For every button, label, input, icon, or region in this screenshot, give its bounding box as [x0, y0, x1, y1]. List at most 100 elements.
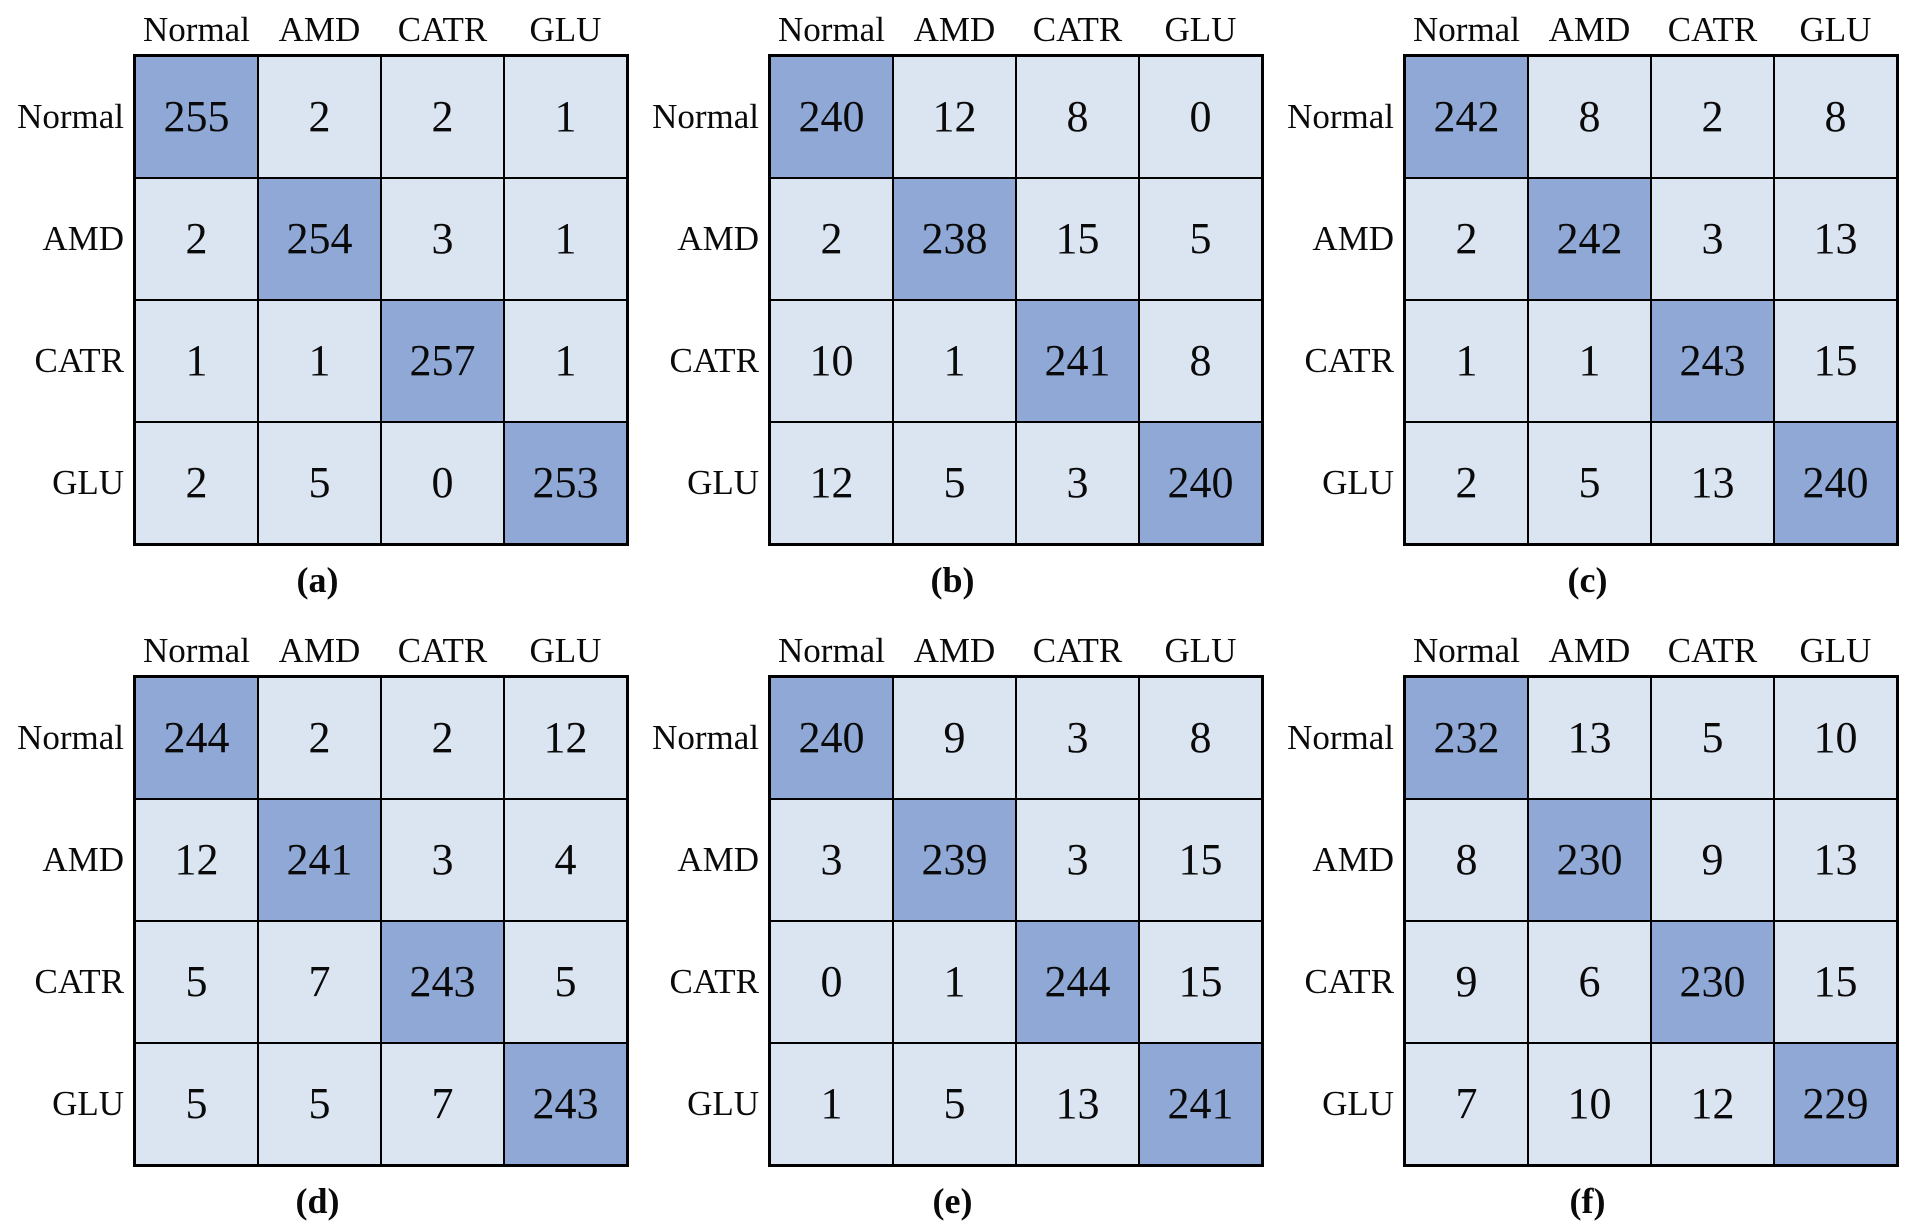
column-header: CATR: [397, 10, 488, 49]
column-header: GLU: [1799, 10, 1872, 49]
matrix-cell: 8: [1140, 678, 1261, 798]
column-header: Normal: [1413, 631, 1520, 670]
matrix-cell: 2: [1652, 57, 1773, 177]
row-header: AMD: [677, 840, 759, 879]
matrix-caption: (a): [296, 560, 339, 600]
matrix-cell: 5: [505, 922, 626, 1042]
matrix-caption: (e): [932, 1181, 973, 1221]
matrix-cell: 1: [894, 301, 1015, 421]
matrix-cell: 3: [1017, 423, 1138, 543]
row-label-column: Normal AMD CATR GLU: [638, 675, 768, 1167]
matrix-cell: 3: [382, 800, 503, 920]
matrix-caption: (f): [1569, 1181, 1606, 1221]
matrix-cell-diagonal: 243: [382, 922, 503, 1042]
matrix-cell: 2: [382, 678, 503, 798]
row-header: CATR: [669, 341, 759, 380]
column-header: Normal: [143, 631, 250, 670]
confusion-matrix-b: Normal AMD CATR GLU Normal AMD CATR GLU 240 12 8 0 2…: [635, 0, 1270, 610]
row-header: Normal: [17, 97, 124, 136]
matrix-cell: 2: [136, 179, 257, 299]
matrix-cell: 10: [1775, 678, 1896, 798]
row-header: AMD: [42, 219, 124, 258]
matrix-cell: 2: [1406, 179, 1527, 299]
matrix-cell: 0: [382, 423, 503, 543]
matrix-grid: 255 2 2 1 2 254 3 1 1 1 257 1 2 5 0 253: [133, 54, 629, 546]
column-header: Normal: [778, 631, 885, 670]
row-header: Normal: [1287, 718, 1394, 757]
matrix-cell: 3: [1017, 800, 1138, 920]
matrix-grid: 242 8 2 8 2 242 3 13 1 1 243 15 2 5 13 240: [1403, 54, 1899, 546]
matrix-grid: 240 12 8 0 2 238 15 5 10 1 241 8 12 5 3 240: [768, 54, 1264, 546]
row-header: Normal: [652, 97, 759, 136]
matrix-cell-diagonal: 242: [1529, 179, 1650, 299]
matrix-cell: 1: [505, 301, 626, 421]
row-label-column: Normal AMD CATR GLU: [3, 675, 133, 1167]
matrix-body: Normal AMD CATR GLU 255 2 2 1 2 254 3 1 1 1 257 1 2 5 0 253: [3, 54, 629, 546]
matrix-cell: 12: [894, 57, 1015, 177]
row-header: CATR: [1304, 962, 1394, 1001]
matrix-cell-diagonal: 242: [1406, 57, 1527, 177]
matrix-cell: 3: [382, 179, 503, 299]
matrix-cell-diagonal: 257: [382, 301, 503, 421]
matrix-grid: 240 9 3 8 3 239 3 15 0 1 244 15 1 5 13 241: [768, 675, 1264, 1167]
matrix-cell-diagonal: 241: [259, 800, 380, 920]
column-header: CATR: [397, 631, 488, 670]
matrix-cell-diagonal: 230: [1652, 922, 1773, 1042]
row-header: GLU: [52, 1084, 124, 1123]
matrix-cell: 8: [1017, 57, 1138, 177]
column-header: GLU: [1799, 631, 1872, 670]
matrix-cell: 3: [1017, 678, 1138, 798]
column-header: GLU: [529, 631, 602, 670]
matrix-cell: 7: [259, 922, 380, 1042]
row-header: CATR: [34, 341, 124, 380]
matrix-cell: 1: [505, 57, 626, 177]
column-header: CATR: [1667, 631, 1758, 670]
matrix-cell: 1: [894, 922, 1015, 1042]
row-header: CATR: [1304, 341, 1394, 380]
matrix-cell: 1: [136, 301, 257, 421]
row-header: AMD: [42, 840, 124, 879]
column-header: Normal: [143, 10, 250, 49]
matrix-cell-diagonal: 239: [894, 800, 1015, 920]
confusion-matrix-a: Normal AMD CATR GLU Normal AMD CATR GLU 255 2 2 1 2 2…: [0, 0, 635, 610]
matrix-caption: (c): [1567, 560, 1608, 600]
row-label-column: Normal AMD CATR GLU: [1273, 675, 1403, 1167]
column-header-row: Normal AMD CATR GLU: [136, 5, 626, 47]
matrix-cell: 4: [505, 800, 626, 920]
matrix-cell-diagonal: 255: [136, 57, 257, 177]
matrix-cell: 9: [1652, 800, 1773, 920]
column-header-row: Normal AMD CATR GLU: [136, 626, 626, 668]
row-label-column: Normal AMD CATR GLU: [1273, 54, 1403, 546]
matrix-cell-diagonal: 243: [505, 1044, 626, 1164]
matrix-body: Normal AMD CATR GLU 240 9 3 8 3 239 3 15 0 1 244 15 1 5 13…: [638, 675, 1264, 1167]
column-header: AMD: [913, 10, 996, 49]
matrix-cell: 5: [1140, 179, 1261, 299]
column-header: GLU: [1164, 10, 1237, 49]
column-header: CATR: [1032, 631, 1123, 670]
matrix-cell: 8: [1406, 800, 1527, 920]
row-header: Normal: [17, 718, 124, 757]
matrix-cell: 5: [259, 1044, 380, 1164]
row-header: GLU: [1322, 463, 1394, 502]
row-label-column: Normal AMD CATR GLU: [3, 54, 133, 546]
matrix-cell: 13: [1775, 800, 1896, 920]
row-header: GLU: [1322, 1084, 1394, 1123]
matrix-cell: 8: [1529, 57, 1650, 177]
column-header: CATR: [1667, 10, 1758, 49]
row-header: GLU: [52, 463, 124, 502]
column-header-row: Normal AMD CATR GLU: [771, 626, 1261, 668]
column-header: GLU: [1164, 631, 1237, 670]
confusion-matrix-e: Normal AMD CATR GLU Normal AMD CATR GLU 240 9 3 8 3 2…: [635, 610, 1270, 1220]
column-header-row: Normal AMD CATR GLU: [1406, 5, 1896, 47]
confusion-matrix-f: Normal AMD CATR GLU Normal AMD CATR GLU 232 13 5 10…: [1270, 610, 1905, 1220]
matrix-cell: 12: [136, 800, 257, 920]
matrix-cell-diagonal: 253: [505, 423, 626, 543]
matrix-cell: 15: [1140, 800, 1261, 920]
matrix-cell: 12: [771, 423, 892, 543]
row-header: CATR: [669, 962, 759, 1001]
matrix-cell: 15: [1017, 179, 1138, 299]
matrix-cell: 13: [1775, 179, 1896, 299]
matrix-cell: 3: [1652, 179, 1773, 299]
matrix-cell: 13: [1529, 678, 1650, 798]
